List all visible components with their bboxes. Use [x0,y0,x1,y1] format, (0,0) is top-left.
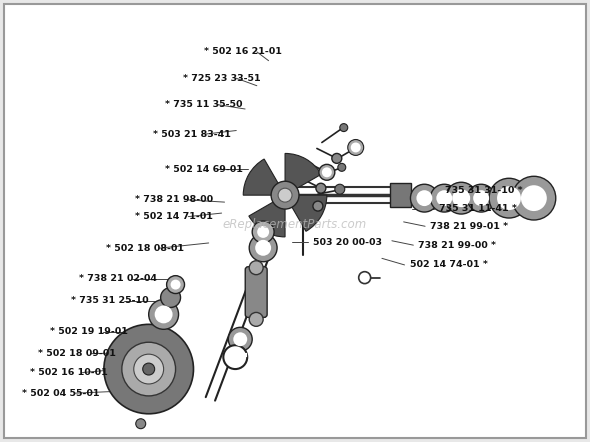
Text: 738 21 99-00 *: 738 21 99-00 * [418,240,496,250]
Circle shape [359,272,371,284]
Circle shape [350,142,360,152]
Circle shape [512,176,556,220]
Circle shape [348,140,363,156]
Text: * 502 19 19-01: * 502 19 19-01 [50,327,128,336]
Text: * 735 11 35-50: * 735 11 35-50 [165,100,242,109]
Circle shape [143,363,155,375]
Wedge shape [249,195,285,237]
Circle shape [122,342,176,396]
Circle shape [411,184,438,212]
Circle shape [319,164,335,180]
Text: * 502 18 09-01: * 502 18 09-01 [38,349,116,358]
Text: * 738 21 98-00: * 738 21 98-00 [135,195,214,204]
FancyBboxPatch shape [4,4,586,438]
Text: 502 14 74-01 *: 502 14 74-01 * [409,260,487,270]
Circle shape [228,328,252,351]
Circle shape [233,332,247,346]
Circle shape [104,324,194,414]
Circle shape [467,184,495,212]
Wedge shape [285,153,321,195]
Circle shape [224,345,247,369]
Circle shape [249,234,277,262]
Text: 735 31 11-41 *: 735 31 11-41 * [439,204,517,213]
Bar [389,183,411,207]
Text: * 738 21 02-04: * 738 21 02-04 [80,274,158,283]
Text: 738 21 99-01 *: 738 21 99-01 * [430,222,508,231]
Circle shape [322,168,332,177]
Circle shape [322,168,332,177]
Circle shape [278,188,292,202]
Text: * 735 31 25-10: * 735 31 25-10 [71,297,148,305]
Text: * 502 18 08-01: * 502 18 08-01 [106,244,184,253]
Text: 503 20 00-03: 503 20 00-03 [313,238,382,247]
Circle shape [335,184,345,194]
Circle shape [473,190,489,206]
Circle shape [271,181,299,209]
Circle shape [521,185,547,211]
Circle shape [497,186,521,210]
Circle shape [257,226,269,238]
Text: * 502 04 55-01: * 502 04 55-01 [22,389,100,398]
Circle shape [338,164,346,171]
Circle shape [160,288,181,308]
Circle shape [252,221,274,243]
Circle shape [166,276,185,293]
Wedge shape [285,195,327,231]
Circle shape [313,201,323,211]
Text: * 502 14 71-01: * 502 14 71-01 [135,212,213,221]
Circle shape [350,142,360,152]
FancyBboxPatch shape [245,267,267,317]
Circle shape [136,419,146,429]
Wedge shape [243,159,285,195]
Circle shape [332,153,342,164]
Circle shape [134,354,163,384]
Circle shape [417,190,432,206]
Circle shape [453,189,470,207]
Circle shape [430,184,458,212]
Text: eReplacementParts.com: eReplacementParts.com [223,218,367,232]
Circle shape [249,312,263,326]
Circle shape [445,182,477,214]
Circle shape [249,261,263,274]
Circle shape [171,280,181,290]
Text: * 725 23 33-51: * 725 23 33-51 [183,74,261,83]
Circle shape [149,300,179,329]
Circle shape [122,342,176,396]
Circle shape [255,240,271,256]
Text: * 502 16 10-01: * 502 16 10-01 [30,368,107,377]
Circle shape [437,190,453,206]
Circle shape [340,124,348,132]
Circle shape [316,183,326,193]
Text: * 503 21 83-41: * 503 21 83-41 [153,130,231,138]
Text: * 502 16 21-01: * 502 16 21-01 [204,47,282,57]
Circle shape [489,178,529,218]
Text: 735 31 31-10 *: 735 31 31-10 * [445,186,522,195]
Circle shape [155,305,173,324]
Text: * 502 14 69-01: * 502 14 69-01 [165,165,242,174]
